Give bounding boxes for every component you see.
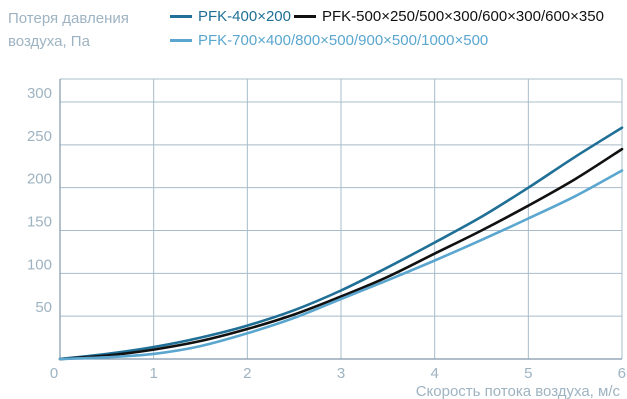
legend-label-series-2: PFK-500×250/500×300/600×300/600×350 (322, 8, 604, 25)
series-line-3 (58, 169, 624, 361)
y-tick-label-250: 250 (27, 128, 52, 145)
legend-item-series-1: PFK-400×200 (170, 8, 291, 25)
legend-swatch-series-3 (170, 39, 192, 42)
legend-label-series-3: PFK-700×400/800×500/900×500/1000×500 (198, 32, 489, 49)
y-tick-label-150: 150 (27, 214, 52, 231)
series-line-1 (58, 126, 624, 361)
legend-item-series-2: PFK-500×250/500×300/600×300/600×350 (294, 8, 604, 25)
y-tick-label-200: 200 (27, 171, 52, 188)
x-tick-label-3: 3 (337, 365, 345, 382)
y-axis-label-line-2: воздуха, Па (8, 33, 90, 50)
x-tick-label-2: 2 (243, 365, 251, 382)
x-axis-label: Скорость потока воздуха, м/с (416, 383, 621, 399)
x-tick-label-4: 4 (430, 365, 438, 382)
legend-label-series-1: PFK-400×200 (198, 8, 291, 25)
x-tick-label-6: 6 (618, 365, 626, 382)
x-tick-label-1: 1 (149, 365, 157, 382)
y-tick-label-100: 100 (27, 256, 52, 273)
y-axis-label-line-1: Потеря давления (8, 10, 129, 27)
legend-swatch-series-1 (170, 15, 192, 18)
x-tick-label-5: 5 (524, 365, 532, 382)
series-line-2 (58, 147, 624, 361)
y-tick-label-50: 50 (35, 299, 52, 316)
y-tick-label-300: 300 (27, 85, 52, 102)
x-tick-label-0: 0 (50, 365, 58, 382)
legend-item-series-3: PFK-700×400/800×500/900×500/1000×500 (170, 32, 488, 49)
legend-swatch-series-2 (294, 15, 316, 18)
